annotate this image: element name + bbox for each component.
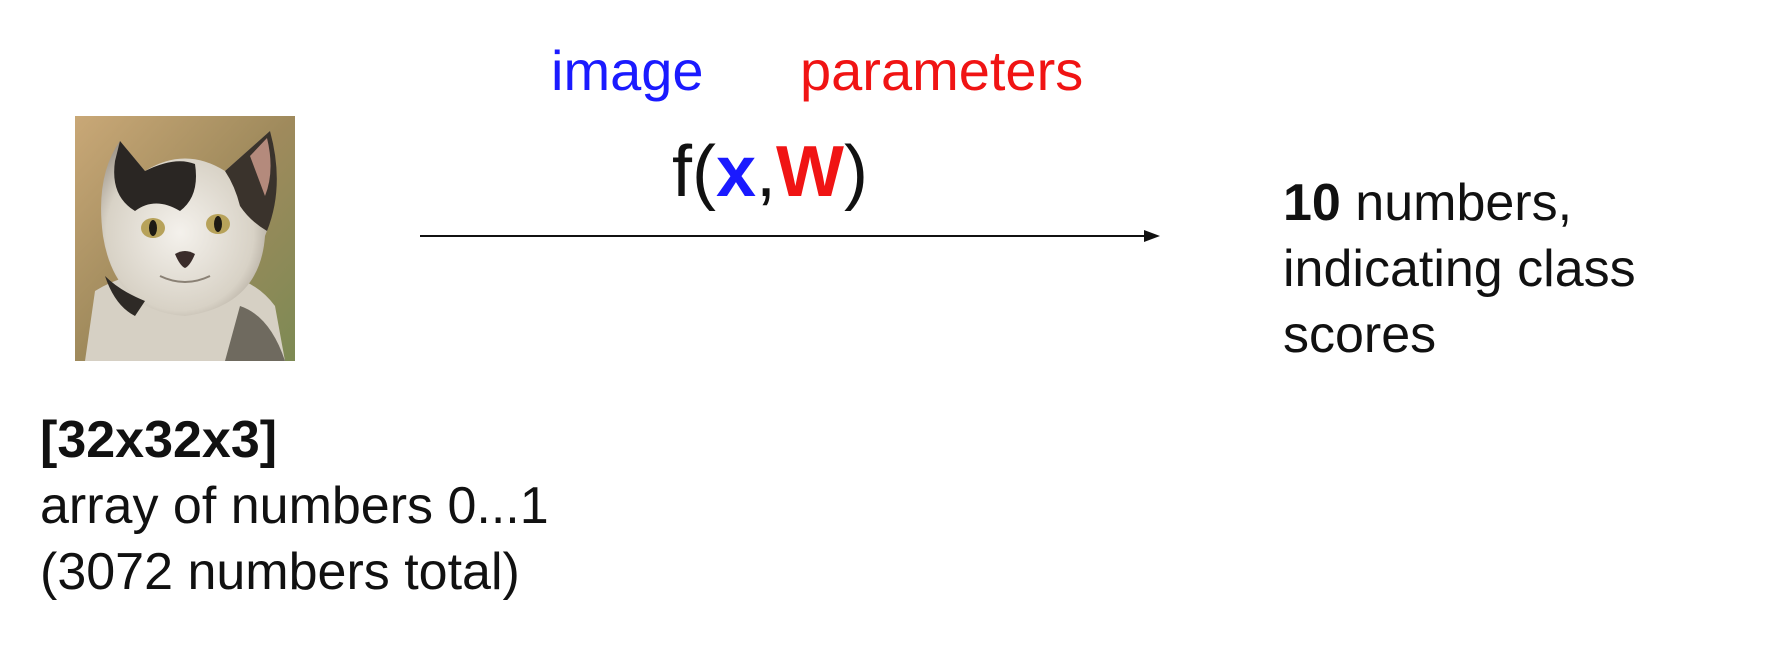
output-line1-text: numbers, bbox=[1340, 174, 1573, 232]
input-shape: [32x32x3] bbox=[40, 411, 278, 469]
output-count: 10 bbox=[1283, 174, 1341, 232]
parameters-label: parameters bbox=[800, 39, 1084, 102]
cat-image bbox=[75, 116, 295, 361]
function-w: W bbox=[776, 132, 845, 212]
function-x: x bbox=[715, 132, 757, 212]
function-name: f( bbox=[672, 132, 716, 212]
output-line-2: indicating class bbox=[1283, 240, 1636, 298]
image-label: image bbox=[551, 39, 704, 102]
function-comma: , bbox=[756, 132, 777, 212]
input-line-1: array of numbers 0...1 bbox=[40, 477, 549, 535]
input-description: [32x32x3] array of numbers 0...1 (3072 n… bbox=[40, 407, 549, 605]
output-description: 10 numbers, indicating class scores bbox=[1283, 170, 1743, 368]
function-expression: f(x,W) bbox=[672, 130, 868, 214]
output-line-1: 10 numbers, bbox=[1283, 170, 1743, 236]
mapping-arrow bbox=[420, 228, 1160, 244]
function-close: ) bbox=[844, 132, 868, 212]
input-line-2: (3072 numbers total) bbox=[40, 543, 520, 601]
output-line-3: scores bbox=[1283, 306, 1437, 364]
